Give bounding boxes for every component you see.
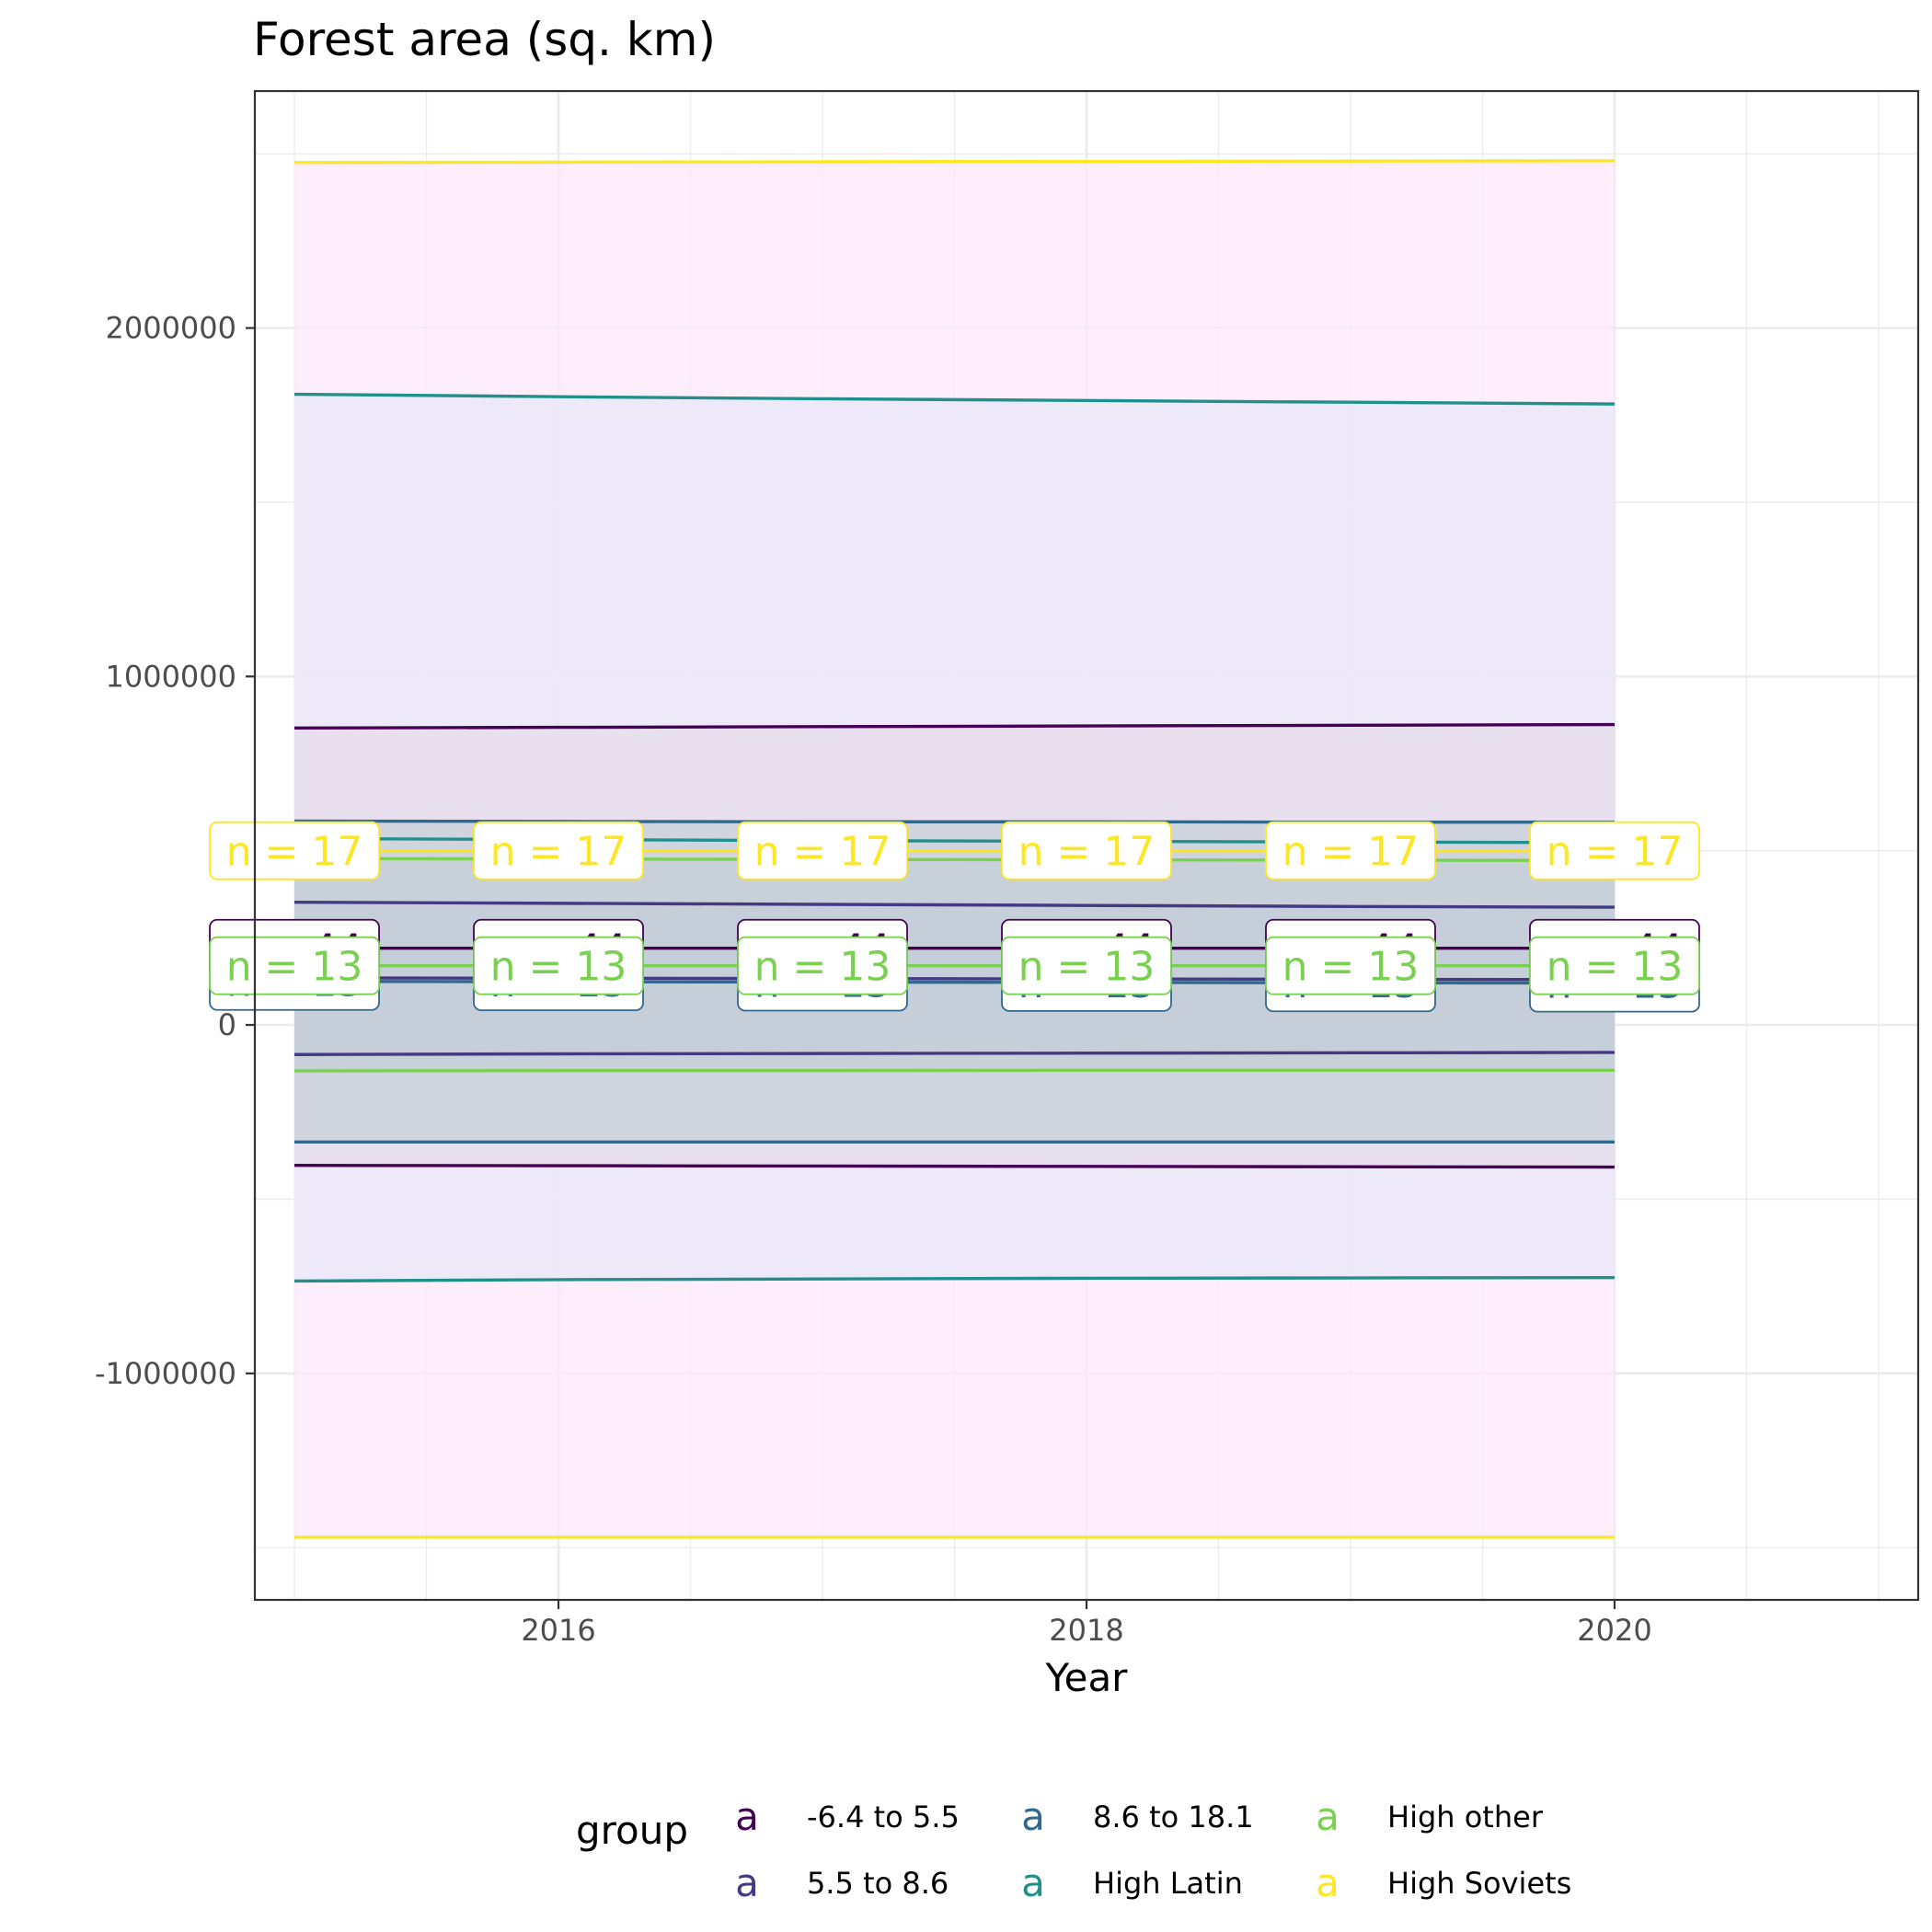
count-label-text: n = 13: [226, 944, 363, 991]
count-label-text: n = 13: [1018, 944, 1156, 991]
legend-key-glyph: a: [1316, 1860, 1340, 1905]
count-label-text: n = 13: [1547, 944, 1684, 991]
y-tick-label: 1000000: [105, 659, 236, 694]
count-label-box: [1265, 936, 1436, 995]
count-label-text: n = 13: [754, 944, 891, 991]
series-line-lower: [294, 1275, 1615, 1283]
legend-key-glyph: a: [1021, 1794, 1045, 1839]
ribbon-bands: [294, 160, 1615, 1537]
count-label-text: n = 17: [1018, 829, 1156, 876]
y-tick-label: 2000000: [105, 311, 236, 346]
chart-title: Forest area (sq. km): [253, 13, 716, 66]
count-label-box: [473, 821, 644, 880]
series-line-lower: [294, 1051, 1615, 1056]
legend-label: 5.5 to 8.6: [807, 1866, 949, 1901]
count-label-box: [209, 821, 380, 880]
x-tick-label: 2018: [1049, 1613, 1123, 1648]
count-label-box: [1001, 936, 1172, 995]
count-label-text: n = 17: [1547, 829, 1684, 876]
count-label-box: [737, 936, 908, 995]
count-label-box: [737, 821, 908, 880]
count-label-box: [1265, 821, 1436, 880]
x-tick-label: 2016: [521, 1613, 595, 1648]
series-line-lower: [294, 1068, 1615, 1073]
count-label-box: [473, 936, 644, 995]
legend-label: High Soviets: [1387, 1866, 1571, 1901]
count-label-box: [1529, 936, 1700, 995]
x-axis-title: Year: [1045, 1655, 1129, 1700]
legend: group a -6.4 to 5.5 a 5.5 to 8.6 a 8.6 to 18.…: [576, 1794, 1571, 1905]
count-label-text: n = 17: [490, 829, 627, 876]
y-tick-label: -1000000: [95, 1356, 236, 1391]
legend-key-glyph: a: [735, 1794, 759, 1839]
count-label-text: n = 17: [226, 829, 363, 876]
legend-label: High other: [1387, 1800, 1544, 1834]
series-line-upper: [294, 901, 1615, 909]
count-label-box: [209, 936, 380, 995]
x-tick-label: 2020: [1577, 1613, 1651, 1648]
series-line-upper: [294, 392, 1615, 406]
y-tick-label: 0: [218, 1007, 236, 1042]
count-labels: n = 17 n = 17 n = 17 n = 17 n = 17 n = 17 n = …: [209, 821, 1700, 1013]
count-label-text: n = 17: [754, 829, 891, 876]
count-label-text: n = 17: [1282, 829, 1420, 876]
legend-key-glyph: a: [1316, 1794, 1340, 1839]
legend-key-glyph: a: [735, 1860, 759, 1905]
axes: -1000000 0 1000000 2000000 2016 2018 2020: [95, 311, 1652, 1648]
count-label-text: n = 13: [490, 944, 627, 991]
series-line-lower: [294, 1163, 1615, 1169]
legend-label: High Latin: [1093, 1866, 1243, 1901]
series-line-upper: [294, 159, 1615, 165]
series-line-upper: [294, 722, 1615, 730]
count-label-box: [1529, 821, 1700, 880]
legend-label: -6.4 to 5.5: [807, 1800, 960, 1834]
legend-title: group: [576, 1808, 688, 1853]
legend-key-glyph: a: [1021, 1860, 1045, 1905]
legend-label: 8.6 to 18.1: [1093, 1800, 1254, 1834]
count-label-text: n = 13: [1282, 944, 1420, 991]
count-label-box: [1001, 821, 1172, 880]
